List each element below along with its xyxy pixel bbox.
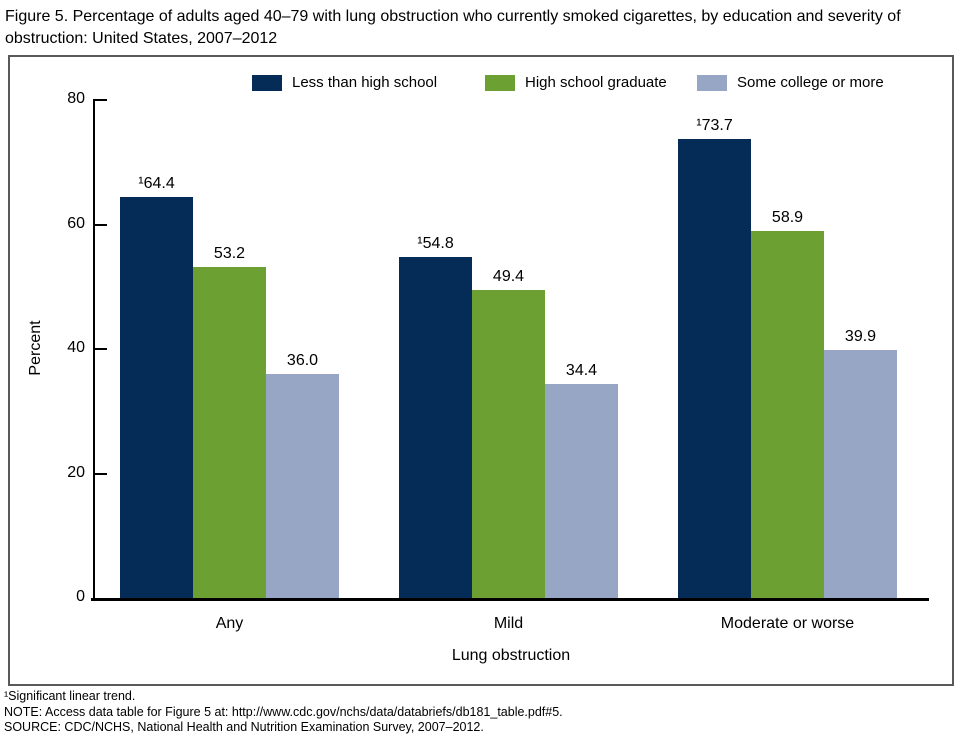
legend-item-less-than-high-school: Less than high school — [252, 74, 437, 91]
footnotes: ¹Significant linear trend. NOTE: Access … — [4, 689, 563, 736]
bar-any-less-than-high-school — [120, 197, 193, 598]
bar-value-label: ¹64.4 — [138, 175, 175, 192]
legend-item-some-college-or-more: Some college or more — [697, 74, 884, 91]
legend-label: High school graduate — [525, 74, 667, 91]
x-tick-label-mild: Mild — [493, 615, 524, 632]
bar-value-label: ¹73.7 — [696, 117, 733, 134]
bar-value-label: 49.4 — [492, 268, 525, 285]
y-tick-label: 0 — [76, 588, 85, 605]
bar-moderate-or-worse-less-than-high-school — [678, 139, 751, 598]
legend-swatch-high-school-graduate — [485, 74, 515, 91]
legend-label: Less than high school — [292, 74, 438, 91]
bar-moderate-or-worse-high-school-graduate — [751, 231, 824, 598]
legend-swatch-some-college-or-more — [697, 74, 727, 91]
x-axis-title: Lung obstruction — [451, 647, 571, 664]
x-tick-label-any: Any — [215, 615, 244, 632]
bar-any-some-college-or-more — [266, 374, 339, 598]
bar-value-label: 58.9 — [771, 209, 804, 226]
y-tick-mark — [95, 472, 107, 475]
bar-mild-some-college-or-more — [545, 384, 618, 598]
y-tick-label: 20 — [67, 463, 85, 481]
y-tick-label: 80 — [67, 90, 85, 107]
bar-value-label: 34.4 — [565, 362, 598, 379]
x-tick-label-moderate-or-worse: Moderate or worse — [720, 615, 855, 632]
plot-area: 0 20 40 60 80 ¹64.4 ¹54.8 ¹73.7 53.2 49.4 58.9 36.0… — [10, 57, 952, 684]
legend-item-high-school-graduate: High school graduate — [485, 74, 667, 91]
y-axis-title: Percent — [27, 320, 44, 376]
y-tick-mark — [95, 99, 107, 101]
y-tick-label: 40 — [67, 339, 85, 356]
y-tick-label: 60 — [67, 214, 85, 232]
figure-title: Figure 5. Percentage of adults aged 40–7… — [5, 8, 901, 47]
bar-value-label: 53.2 — [213, 245, 246, 262]
bar-moderate-or-worse-some-college-or-more — [824, 350, 897, 598]
bar-any-high-school-graduate — [193, 267, 266, 598]
chart-panel: Less than high school High school graduat… — [8, 55, 954, 686]
bar-value-label: 36.0 — [286, 352, 319, 369]
chart-legend: Less than high school High school graduat… — [10, 74, 952, 94]
legend-label: Some college or more — [737, 74, 884, 91]
y-axis-line — [93, 99, 95, 601]
bar-value-label: 39.9 — [844, 328, 877, 345]
legend-swatch-less-than-high-school — [252, 74, 282, 91]
bar-mild-less-than-high-school — [399, 257, 472, 598]
y-tick-mark — [95, 223, 107, 226]
footnote-note: NOTE: Access data table for Figure 5 at:… — [4, 704, 563, 719]
bar-value-label: ¹54.8 — [417, 235, 454, 252]
footnote-significance: ¹Significant linear trend. — [4, 689, 136, 703]
y-tick-mark — [95, 348, 107, 350]
x-axis-line — [91, 598, 929, 601]
footnote-source: SOURCE: CDC/NCHS, National Health and Nu… — [4, 720, 484, 734]
bar-mild-high-school-graduate — [472, 290, 545, 598]
